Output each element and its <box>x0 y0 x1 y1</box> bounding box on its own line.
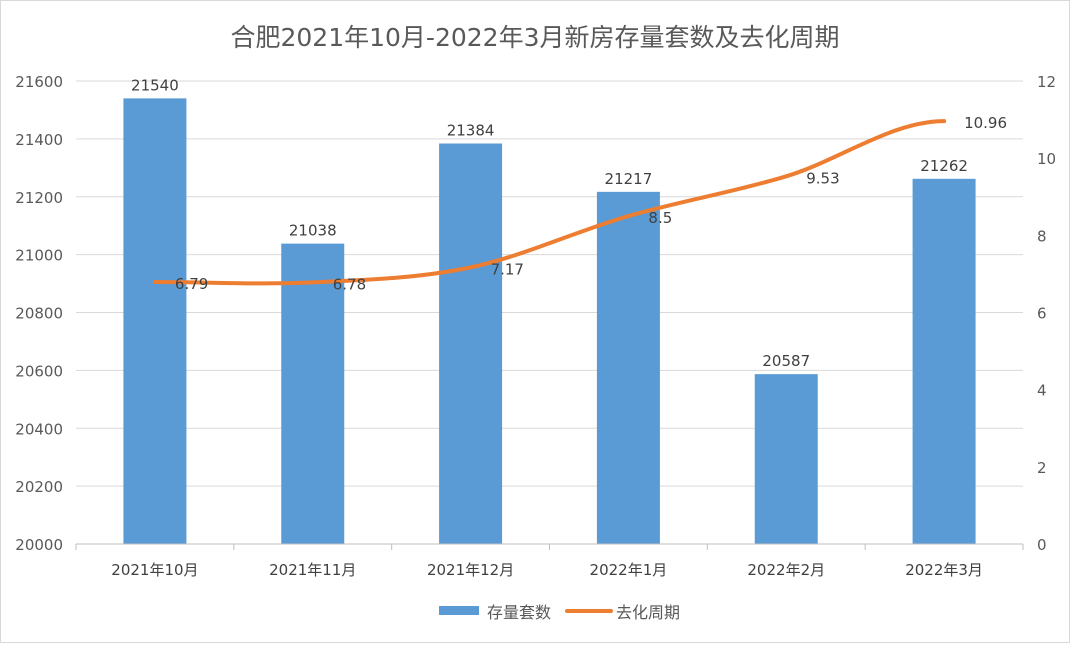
legend-label-bar: 存量套数 <box>487 603 551 622</box>
line-series <box>152 119 947 286</box>
bar-data-label: 21262 <box>920 157 968 175</box>
x-tick-label: 2022年3月 <box>905 561 983 579</box>
y-right-tick-label: 10 <box>1037 150 1056 168</box>
y-left-tick-label: 21600 <box>15 73 63 91</box>
bar-data-label: 20587 <box>762 352 810 370</box>
x-tick-label: 2021年11月 <box>269 561 356 579</box>
bar <box>123 98 187 545</box>
line-path <box>152 119 947 286</box>
y-left-tick-label: 20200 <box>15 478 63 496</box>
legend: 存量套数 去化周期 <box>439 603 680 622</box>
y-right-tick-label: 0 <box>1037 536 1047 554</box>
y-left-tick-label: 20000 <box>15 536 63 554</box>
line-point <box>152 280 157 285</box>
bar-data-label: 21384 <box>447 122 495 140</box>
data-labels: 21540 21038 21384 21217 20587 21262 6.79 6.78 7.… <box>131 76 1007 370</box>
x-tick-label: 2022年2月 <box>747 561 825 579</box>
x-tick-label: 2022年1月 <box>590 561 668 579</box>
y-right-tick-label: 6 <box>1037 305 1047 323</box>
y-right-tick-label: 4 <box>1037 382 1047 400</box>
x-tick-label: 2021年10月 <box>111 561 198 579</box>
y-left-tick-label: 20800 <box>15 305 63 323</box>
bar-data-label: 21038 <box>289 222 337 240</box>
legend-label-line: 去化周期 <box>616 603 680 622</box>
y-right-tick-label: 8 <box>1037 227 1047 245</box>
line-point <box>942 119 947 124</box>
line-point <box>310 280 315 285</box>
line-data-label: 9.53 <box>806 169 839 187</box>
bar <box>439 143 503 544</box>
line-data-label: 6.78 <box>333 275 366 293</box>
legend-swatch-bar <box>439 606 479 615</box>
x-tick-label: 2021年12月 <box>427 561 514 579</box>
bar <box>596 191 660 544</box>
bar-data-label: 21217 <box>605 170 653 188</box>
bar <box>912 178 976 544</box>
y-right-tick-label: 12 <box>1037 73 1056 91</box>
line-point <box>468 265 473 270</box>
bar <box>754 374 818 544</box>
line-point <box>626 214 631 219</box>
bars <box>123 98 976 545</box>
bar <box>281 243 345 544</box>
y-right-tick-label: 2 <box>1037 459 1047 477</box>
line-data-label: 10.96 <box>964 114 1007 132</box>
y-left-tick-label: 21400 <box>15 131 63 149</box>
bar-data-label: 21540 <box>131 76 179 94</box>
line-data-label: 8.5 <box>648 209 672 227</box>
chart-title: 合肥2021年10月-2022年3月新房存量套数及去化周期 <box>231 23 840 52</box>
y-left-tick-label: 21000 <box>15 247 63 265</box>
axes: 20000 20200 20400 20600 20800 21000 21200 21400… <box>15 73 1056 579</box>
line-point <box>784 174 789 179</box>
y-left-tick-label: 20400 <box>15 420 63 438</box>
gridlines <box>76 80 1023 487</box>
line-data-label: 7.17 <box>491 260 524 278</box>
line-data-label: 6.79 <box>175 275 208 293</box>
y-left-tick-label: 21200 <box>15 189 63 207</box>
y-left-tick-label: 20600 <box>15 362 63 380</box>
